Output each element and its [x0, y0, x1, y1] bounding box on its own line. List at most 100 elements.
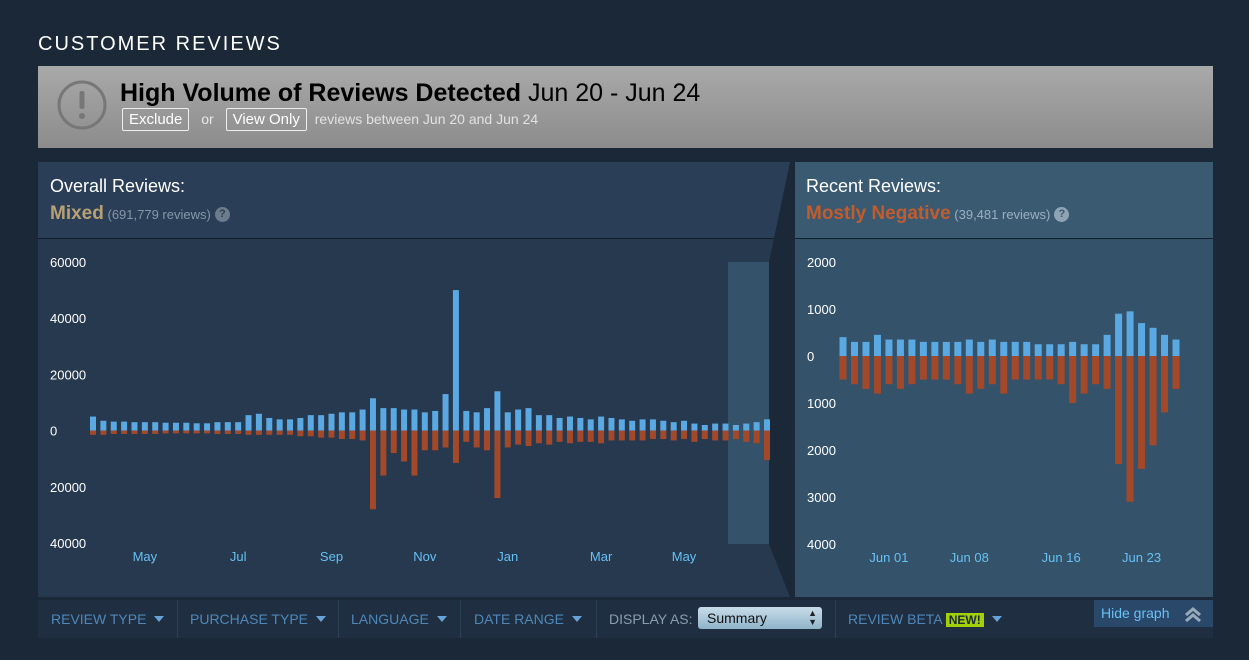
bar	[349, 430, 356, 440]
separator	[177, 600, 178, 638]
recent-header	[795, 162, 1213, 238]
bar	[525, 430, 532, 447]
bar	[885, 339, 893, 356]
filter-review-type[interactable]: REVIEW TYPE	[51, 611, 165, 627]
bar	[535, 430, 542, 444]
bar	[629, 420, 636, 431]
bar	[732, 424, 739, 431]
bar	[255, 430, 262, 435]
bar	[701, 424, 708, 431]
bar	[100, 420, 107, 431]
bar	[1069, 341, 1077, 356]
bar	[276, 419, 283, 431]
y-tick-label: 0	[807, 349, 814, 364]
bar	[266, 417, 273, 431]
bar	[504, 412, 511, 431]
bar	[862, 356, 870, 389]
bar	[504, 430, 511, 448]
filter-review-beta[interactable]: REVIEW BETA NEW!	[848, 611, 1002, 627]
bar	[753, 422, 760, 431]
x-tick-label: Sep	[320, 549, 343, 564]
bar	[660, 420, 667, 431]
bar	[587, 419, 594, 431]
y-tick-label: 40000	[50, 311, 86, 326]
bar	[1057, 356, 1065, 385]
filter-label: REVIEW BETA	[848, 611, 942, 627]
bar	[839, 356, 847, 380]
hide-graph-label: Hide graph	[1101, 605, 1170, 621]
bar	[681, 420, 688, 431]
bar	[380, 430, 387, 476]
bar	[577, 417, 584, 431]
bar	[421, 412, 428, 431]
bar	[535, 415, 542, 431]
bar	[862, 341, 870, 356]
bar	[224, 422, 231, 431]
bar	[722, 423, 729, 431]
bar	[1092, 356, 1100, 385]
bar	[743, 430, 750, 442]
recent-summary: Mostly Negative (39,481 reviews)?	[806, 203, 1070, 225]
bar	[442, 394, 449, 431]
bar	[484, 408, 491, 431]
select-arrows: ▲ ▼	[808, 608, 817, 627]
filter-purchase-type[interactable]: PURCHASE TYPE	[190, 611, 326, 627]
bar	[1034, 344, 1042, 356]
bar	[1000, 341, 1008, 356]
bar	[131, 422, 138, 431]
bar	[1149, 327, 1157, 356]
bar	[977, 356, 985, 389]
bar	[670, 430, 677, 441]
recent-label: Recent Reviews:	[806, 176, 942, 196]
bar	[1161, 356, 1169, 413]
filter-bar	[38, 600, 1213, 638]
bar	[359, 409, 366, 431]
bar	[141, 430, 148, 434]
filter-language[interactable]: LANGUAGE	[351, 611, 447, 627]
bar	[411, 430, 418, 476]
bar	[245, 415, 252, 431]
bar	[172, 430, 179, 434]
bar	[587, 430, 594, 442]
filter-date-range[interactable]: DATE RANGE	[474, 611, 582, 627]
bar	[577, 430, 584, 442]
bar	[452, 430, 459, 463]
bar	[1161, 334, 1169, 356]
hide-graph-button[interactable]: Hide graph	[1094, 600, 1213, 627]
bar	[764, 419, 770, 431]
bar	[649, 430, 656, 440]
alert-banner	[38, 66, 1213, 148]
bar	[338, 430, 345, 440]
bar	[121, 421, 128, 431]
bar	[908, 356, 916, 385]
display-select[interactable]: Summary ▲ ▼	[698, 607, 822, 629]
bar	[452, 290, 459, 431]
x-tick-label: Jan	[497, 549, 518, 564]
bar	[224, 430, 231, 434]
bar	[390, 430, 397, 454]
bar	[681, 430, 688, 440]
view-only-button[interactable]: View Only	[225, 108, 307, 131]
alert-title: High Volume of Reviews Detected	[120, 79, 522, 107]
or-text: or	[201, 111, 214, 127]
bar	[566, 416, 573, 431]
bar	[235, 422, 242, 431]
bar	[629, 430, 636, 441]
bar	[494, 430, 501, 499]
bar	[732, 430, 739, 440]
bar	[1103, 334, 1111, 356]
bar	[494, 391, 501, 431]
help-icon[interactable]: ?	[214, 207, 230, 222]
bar	[546, 430, 553, 445]
separator	[835, 600, 836, 638]
bar	[110, 421, 117, 431]
bar	[931, 341, 939, 356]
help-icon[interactable]: ?	[1054, 207, 1070, 222]
x-tick-label: Jun 08	[950, 550, 989, 565]
exclude-button[interactable]: Exclude	[122, 108, 190, 131]
bar	[245, 430, 252, 435]
display-as-label: DISPLAY AS:	[609, 611, 693, 627]
bar	[380, 408, 387, 431]
y-tick-label: 1000	[807, 302, 836, 317]
